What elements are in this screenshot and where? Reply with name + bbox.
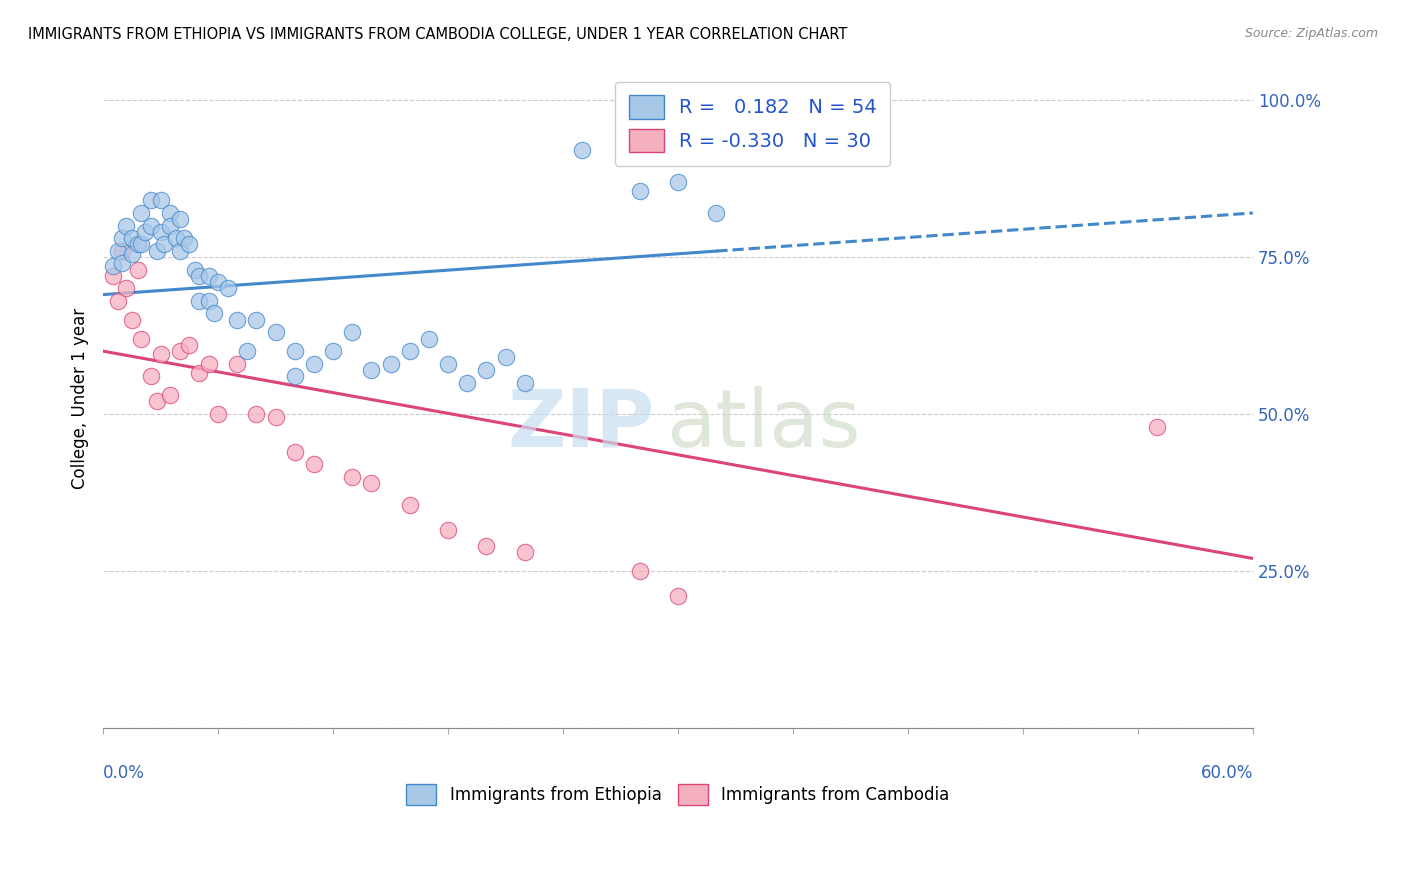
Point [187,293,209,308]
Point [302,457,325,471]
Point [159,206,181,220]
Point [111,256,134,270]
Point [197,293,219,308]
Point [131,332,153,346]
Point [380,357,402,371]
Point [139,369,162,384]
Point [179,338,201,352]
Point [134,225,156,239]
Point [284,369,307,384]
Text: atlas: atlas [666,385,860,464]
Point [264,326,287,340]
Point [628,184,651,198]
Point [202,306,225,320]
Text: ZIP: ZIP [508,385,655,464]
Point [322,344,344,359]
Point [173,231,195,245]
Point [149,347,172,361]
Point [165,231,187,245]
Point [184,262,207,277]
Point [159,219,181,233]
Point [398,344,420,359]
Point [207,407,229,421]
Point [149,194,172,208]
Point [475,539,498,553]
Point [666,175,689,189]
Point [245,407,267,421]
Point [628,564,651,578]
Point [398,498,420,512]
Y-axis label: College, Under 1 year: College, Under 1 year [72,308,89,489]
Point [146,244,169,258]
Point [437,523,460,537]
Point [360,363,382,377]
Point [111,231,134,245]
Point [111,244,134,258]
Point [101,268,124,283]
Legend: Immigrants from Ethiopia, Immigrants from Cambodia: Immigrants from Ethiopia, Immigrants fro… [398,776,957,813]
Text: 60.0%: 60.0% [1201,764,1253,782]
Point [226,357,249,371]
Point [169,212,191,227]
Point [236,344,259,359]
Point [187,366,209,380]
Point [146,394,169,409]
Point [437,357,460,371]
Point [207,275,229,289]
Point [704,206,727,220]
Point [131,237,153,252]
Point [360,476,382,491]
Point [139,194,162,208]
Point [121,312,143,326]
Point [127,262,149,277]
Point [342,470,364,484]
Point [197,268,219,283]
Point [149,225,172,239]
Point [495,351,517,365]
Point [245,312,267,326]
Point [153,237,176,252]
Point [107,293,129,308]
Point [121,247,143,261]
Point [284,444,307,458]
Text: IMMIGRANTS FROM ETHIOPIA VS IMMIGRANTS FROM CAMBODIA COLLEGE, UNDER 1 YEAR CORRE: IMMIGRANTS FROM ETHIOPIA VS IMMIGRANTS F… [28,27,848,42]
Point [666,589,689,603]
Point [1146,419,1168,434]
Point [197,357,219,371]
Point [475,363,498,377]
Point [418,332,440,346]
Text: 0.0%: 0.0% [103,764,145,782]
Point [115,281,138,295]
Point [456,376,478,390]
Point [139,219,162,233]
Point [187,268,209,283]
Point [226,312,249,326]
Text: Source: ZipAtlas.com: Source: ZipAtlas.com [1244,27,1378,40]
Point [127,237,149,252]
Point [302,357,325,371]
Point [121,231,143,245]
Point [571,143,593,157]
Point [169,344,191,359]
Point [342,326,364,340]
Point [115,219,138,233]
Point [513,376,536,390]
Point [131,206,153,220]
Point [159,388,181,402]
Point [107,244,129,258]
Point [264,410,287,425]
Point [513,545,536,559]
Point [217,281,239,295]
Point [179,237,201,252]
Point [284,344,307,359]
Point [101,260,124,274]
Point [169,244,191,258]
